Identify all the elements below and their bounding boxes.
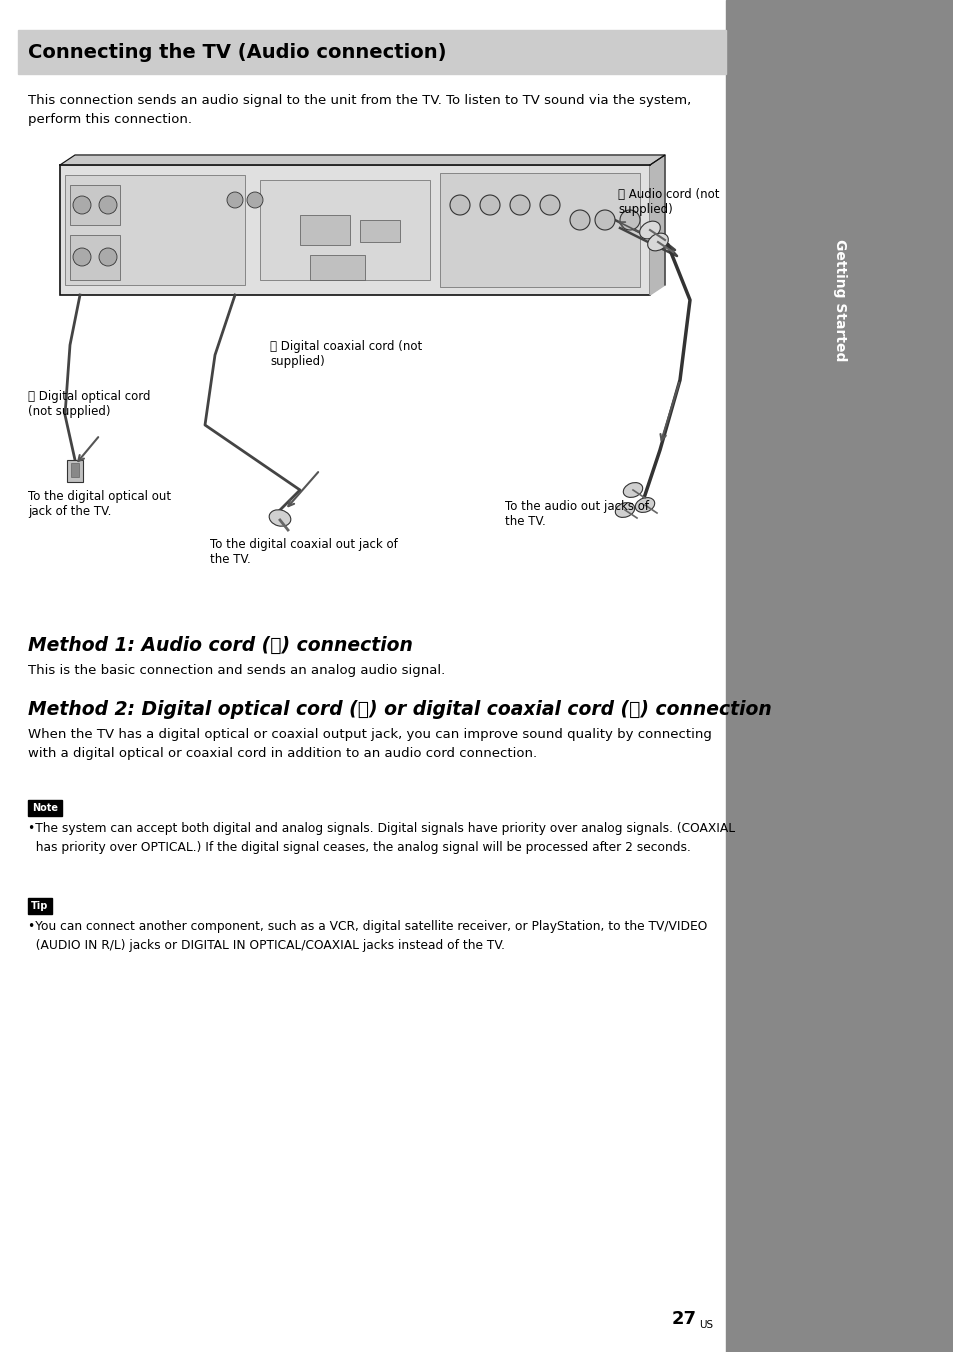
Ellipse shape: [635, 498, 654, 512]
Text: •You can connect another component, such as a VCR, digital satellite receiver, o: •You can connect another component, such…: [28, 919, 706, 952]
Bar: [310, 256, 365, 280]
Text: Method 1: Audio cord (ⓓ) connection: Method 1: Audio cord (ⓓ) connection: [28, 635, 413, 654]
Text: •The system can accept both digital and analog signals. Digital signals have pri: •The system can accept both digital and …: [28, 822, 735, 853]
Circle shape: [73, 247, 91, 266]
FancyBboxPatch shape: [60, 165, 649, 295]
Text: ⓓ Audio cord (not
supplied): ⓓ Audio cord (not supplied): [618, 188, 719, 216]
Text: ⓕ Digital coaxial cord (not
supplied): ⓕ Digital coaxial cord (not supplied): [270, 339, 422, 368]
Text: To the digital coaxial out jack of
the TV.: To the digital coaxial out jack of the T…: [210, 538, 397, 566]
Text: To the digital optical out
jack of the TV.: To the digital optical out jack of the T…: [28, 489, 171, 518]
Text: Note: Note: [32, 803, 58, 813]
Ellipse shape: [269, 510, 291, 526]
Bar: [299, 215, 350, 245]
Bar: [260, 180, 430, 280]
Circle shape: [569, 210, 589, 230]
Ellipse shape: [639, 222, 659, 239]
Circle shape: [247, 192, 263, 208]
Bar: [28, 898, 52, 914]
Text: 27: 27: [671, 1310, 697, 1328]
Text: Connecting the TV (Audio connection): Connecting the TV (Audio connection): [28, 42, 446, 61]
Circle shape: [479, 195, 499, 215]
Bar: [67, 460, 83, 483]
Bar: [70, 235, 120, 280]
Bar: [70, 185, 120, 224]
Bar: [439, 173, 639, 287]
Circle shape: [619, 210, 639, 230]
Text: Method 2: Digital optical cord (ⓔ) or digital coaxial cord (ⓕ) connection: Method 2: Digital optical cord (ⓔ) or di…: [28, 700, 771, 719]
Polygon shape: [60, 155, 664, 165]
Circle shape: [73, 196, 91, 214]
Bar: [71, 462, 79, 477]
Text: ⓔ Digital optical cord
(not supplied): ⓔ Digital optical cord (not supplied): [28, 389, 151, 418]
Text: US: US: [699, 1320, 713, 1330]
Circle shape: [510, 195, 530, 215]
Circle shape: [539, 195, 559, 215]
Circle shape: [99, 196, 117, 214]
Circle shape: [99, 247, 117, 266]
Circle shape: [450, 195, 470, 215]
Text: To the audio out jacks of
the TV.: To the audio out jacks of the TV.: [504, 500, 648, 529]
Text: This is the basic connection and sends an analog audio signal.: This is the basic connection and sends a…: [28, 664, 445, 677]
Polygon shape: [649, 155, 664, 295]
Text: Getting Started: Getting Started: [832, 239, 846, 361]
Bar: [65, 174, 245, 285]
Text: When the TV has a digital optical or coaxial output jack, you can improve sound : When the TV has a digital optical or coa…: [28, 727, 711, 760]
Ellipse shape: [622, 483, 642, 498]
Ellipse shape: [647, 233, 668, 251]
Circle shape: [595, 210, 615, 230]
Ellipse shape: [615, 503, 634, 518]
Bar: [359, 220, 399, 242]
Bar: [18, 30, 725, 74]
Circle shape: [227, 192, 243, 208]
Bar: [28, 800, 62, 817]
Text: Tip: Tip: [31, 900, 49, 911]
Bar: [725, 0, 953, 1352]
Text: This connection sends an audio signal to the unit from the TV. To listen to TV s: This connection sends an audio signal to…: [28, 95, 691, 126]
